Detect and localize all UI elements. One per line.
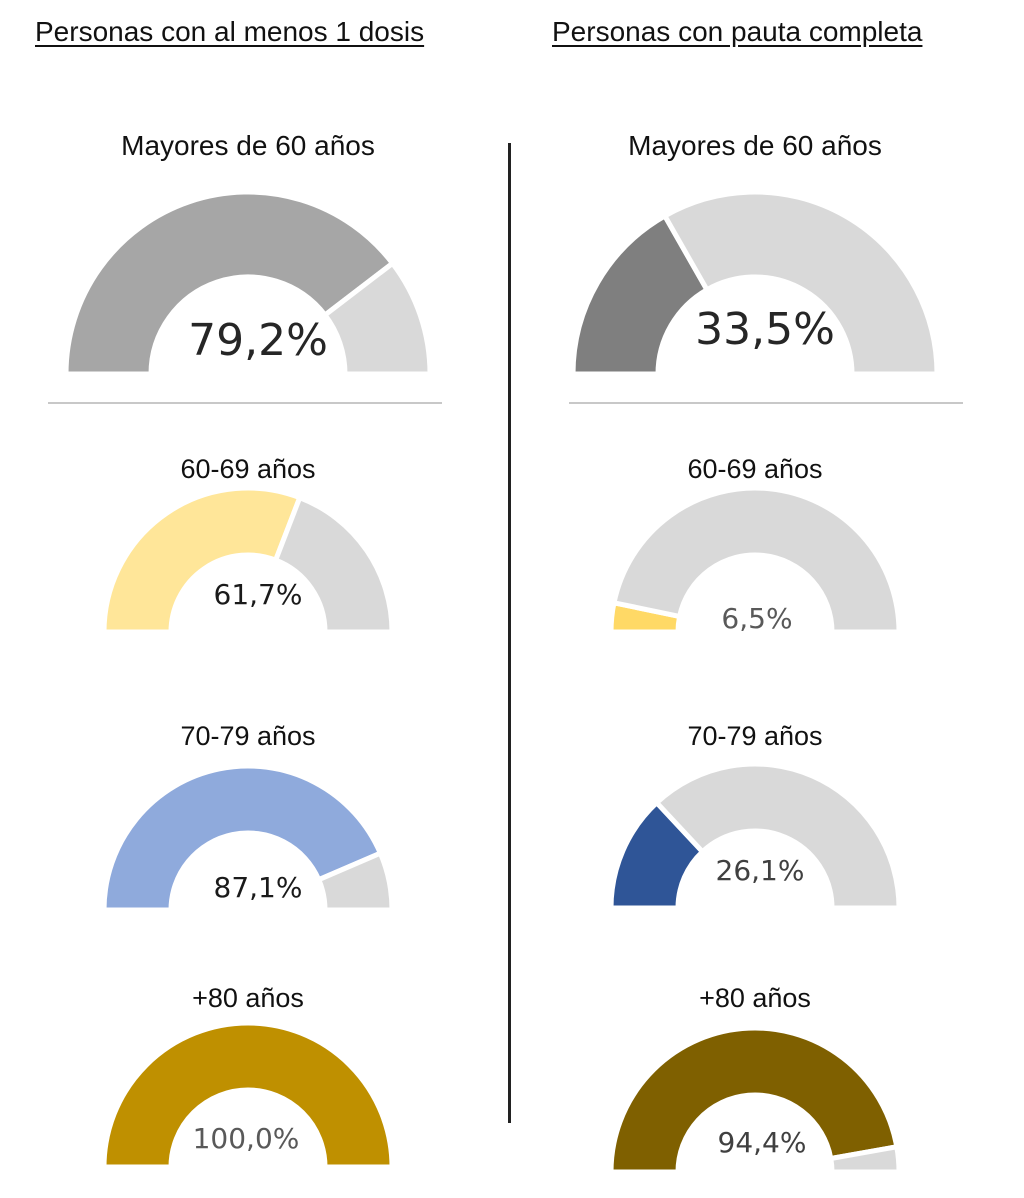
- gauge-remainder-arc: [315, 849, 395, 913]
- gauge-label: +80 años: [699, 983, 811, 1013]
- gauge-remainder-arc: [272, 494, 395, 635]
- gauge-fill-arc: [570, 212, 711, 377]
- gauge-label: +80 años: [192, 983, 304, 1013]
- gauge-label: Mayores de 60 años: [121, 130, 375, 161]
- gauge-value: 100,0%: [193, 1122, 300, 1155]
- gauge-label: 70-79 años: [687, 721, 822, 751]
- gauge-remainder-arc: [611, 485, 902, 635]
- gauge-value: 87,1%: [214, 871, 303, 904]
- gauge-remainder-arc: [661, 189, 940, 377]
- gauge-label: 70-79 años: [180, 721, 315, 751]
- panel-title-first-dose: Personas con al menos 1 dosis: [35, 16, 425, 47]
- gauge-label: 60-69 años: [687, 454, 822, 484]
- gauge-value: 6,5%: [721, 602, 792, 635]
- gauge-remainder-arc: [321, 259, 433, 377]
- gauge-left-2: 70-79 años 87,1%: [101, 721, 395, 913]
- panel-title-full-schedule: Personas con pauta completa: [552, 16, 923, 47]
- gauge-remainder-arc: [827, 1143, 902, 1175]
- gauge-left-3: +80 años 100,0%: [101, 983, 395, 1170]
- gauge-value: 33,5%: [695, 304, 835, 355]
- gauge-right-5: 60-69 años 6,5%: [608, 454, 902, 635]
- gauge-fill-arc: [101, 1020, 395, 1170]
- gauge-right-4: Mayores de 60 años 33,5%: [570, 130, 940, 377]
- gauge-fill-arc: [101, 763, 384, 913]
- gauge-value: 26,1%: [716, 854, 805, 887]
- gauge-value: 79,2%: [188, 315, 328, 366]
- gauge-fill-arc: [63, 189, 397, 377]
- gauge-left-1: 60-69 años 61,7%: [101, 454, 395, 635]
- gauge-fill-arc: [608, 1025, 900, 1175]
- gauge-left-0: Mayores de 60 años 79,2%: [63, 130, 433, 377]
- gauge-right-6: 70-79 años 26,1%: [608, 721, 902, 911]
- gauge-label: Mayores de 60 años: [628, 130, 882, 161]
- column-divider: [508, 143, 511, 1123]
- gauge-value: 61,7%: [214, 578, 303, 611]
- gauge-fill-arc: [101, 485, 303, 635]
- gauge-remainder-arc: [653, 761, 902, 911]
- summary-divider-right: [569, 402, 963, 404]
- summary-divider-left: [48, 402, 442, 404]
- gauge-value: 94,4%: [718, 1126, 807, 1159]
- gauge-label: 60-69 años: [180, 454, 315, 484]
- gauge-right-7: +80 años 94,4%: [608, 983, 902, 1175]
